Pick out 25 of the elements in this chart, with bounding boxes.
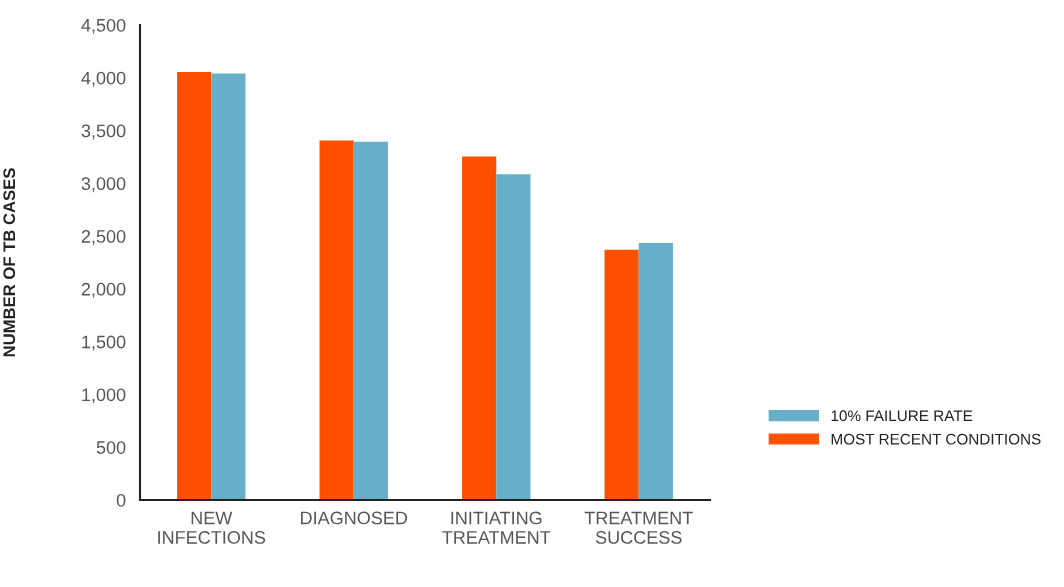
y-tick-label: 3,500 [81,124,126,140]
y-tick-label: 3,000 [81,177,126,193]
bar [319,140,354,500]
y-tick-label: 4,000 [81,71,126,87]
bar [496,174,531,500]
y-tick-label: 500 [96,441,126,454]
y-tick-label: 2,000 [81,282,126,298]
x-tick-label: NEW INFECTIONS [158,511,266,544]
bar [462,156,497,500]
y-tick-label: 1,000 [82,388,126,404]
y-tick-label: 4,500 [81,18,126,34]
y-tick-label: 2,500 [81,230,126,245]
y-tick-label: 0 [116,493,126,507]
bar [353,141,388,500]
legend-label: 10% FAILURE RATE [831,410,973,422]
bar [638,242,673,500]
y-axis-title: NUMBER OF TB CASES [3,168,16,357]
x-tick-label: TREATMENT SUCCESS [584,511,693,544]
x-tick-label: INITIATING TREATMENT [442,511,551,544]
x-tick-label: DIAGNOSED [301,511,408,525]
bar [604,249,639,500]
bar [211,73,246,500]
legend-label: MOST RECENT CONDITIONS [831,433,1041,445]
y-tick-label: 1,500 [82,335,126,351]
bar [177,71,212,500]
